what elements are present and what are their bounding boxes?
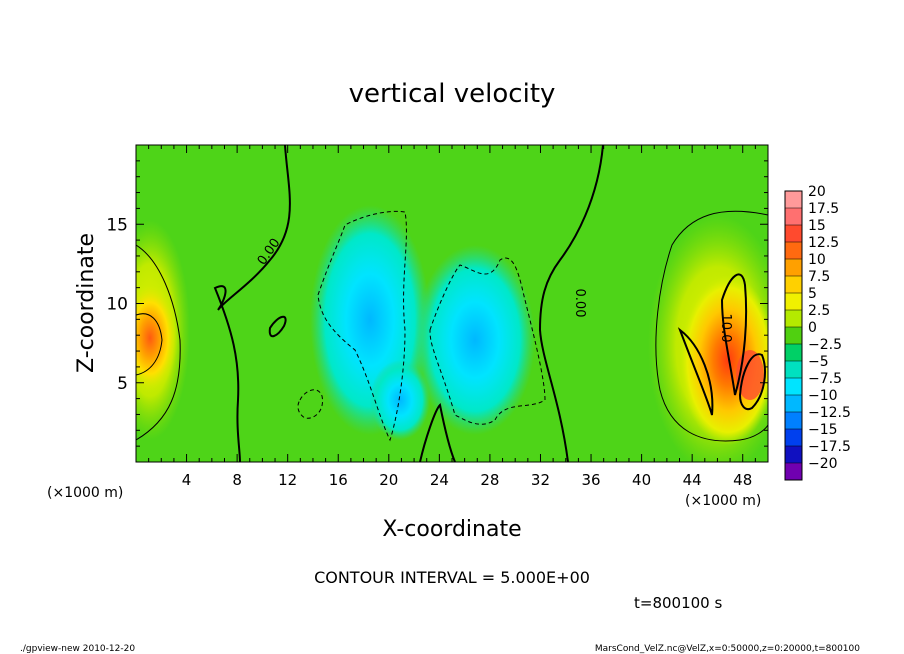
colorbar-label: −5 [808,354,829,370]
colorbar-swatch [785,327,802,344]
x-tick-label: 8 [232,471,242,489]
colorbar-swatch [785,293,802,310]
x-axis-label: X-coordinate [382,517,521,542]
colorbar-swatch [785,276,802,293]
field-cyan-center [415,245,535,435]
y-axis: 5 10 15 [106,160,768,447]
colorbar-swatch [785,395,802,412]
colorbar-swatch [785,191,802,208]
colorbar-swatch [785,378,802,395]
x-axis-unit-right: (×1000 m) [685,493,761,509]
contour-negative-small [297,389,324,419]
contour-positive-left-inner [136,313,163,376]
x-tick-label: 24 [430,471,449,489]
colorbar-label: 7.5 [808,269,830,285]
x-tick-label: 16 [329,471,348,489]
time-label: t=800100 s [634,594,722,612]
colorbar-label: 5 [808,286,817,302]
contour-ten-right-b [720,273,748,396]
colorbar-label: 12.5 [808,235,839,251]
contour-positive-right [655,210,768,442]
colorbar-swatch [785,225,802,242]
colorbar-swatch [785,446,802,463]
contour-ten-right-a [677,327,714,416]
x-tick-label: 32 [531,471,550,489]
footer-left: ./gpview-new 2010-12-20 [20,644,135,654]
contour-label: 0.00 [572,289,587,318]
colorbar-label: −12.5 [808,405,851,421]
y-tick-label: 5 [117,374,128,394]
contour-interval: CONTOUR INTERVAL = 5.000E+00 [314,568,590,587]
colorbar-swatch [785,242,802,259]
x-tick-label: 40 [632,471,651,489]
x-tick-label: 12 [278,471,297,489]
colorbar-label: −2.5 [808,337,842,353]
colorbar-swatch [785,208,802,225]
colorbar-label: −10 [808,388,838,404]
colorbar-swatch [785,259,802,276]
colorbar-label: 10 [808,252,826,268]
colorbar-swatch [785,412,802,429]
field-red-left [136,283,178,393]
plot-area [136,145,768,462]
contour-negative-center [429,257,546,425]
y-axis-label: Z-coordinate [74,233,99,373]
colorbar-label: −17.5 [808,439,851,455]
x-tick-label: 28 [480,471,499,489]
colorbar-label: −15 [808,422,838,438]
chart-title: vertical velocity [349,79,556,109]
colorbar-label: 20 [808,184,826,200]
colorbar: 2017.51512.5107.552.50−2.5−5−7.5−10−12.5… [784,184,851,481]
x-tick-label: 48 [733,471,752,489]
x-axis: 4 8 12 16 20 24 28 32 36 40 44 48 [148,145,756,489]
colorbar-swatch [785,361,802,378]
y-tick-label: 15 [106,215,128,235]
colorbar-label: 2.5 [808,303,830,319]
colorbar-swatch [785,463,802,480]
colorbar-swatch [785,310,802,327]
x-tick-label: 44 [683,471,702,489]
contour-zero-small [268,315,287,338]
contour-positive-left [136,244,181,441]
field-red-right [680,275,768,445]
contour-label: 10.0 [718,314,733,343]
colorbar-swatch [785,429,802,446]
colorbar-label: −7.5 [808,371,842,387]
contour-zero-right [538,145,604,462]
contour-negative-left [317,210,407,442]
colorbar-label: −20 [808,456,838,472]
colorbar-label: 0 [808,320,817,336]
footer-right: MarsCond_VelZ.nc@VelZ,x=0:50000,z=0:2000… [595,644,860,654]
colorbar-label: 17.5 [808,201,839,217]
field-cyan-low [370,360,430,440]
x-tick-label: 4 [182,471,192,489]
colorbar-swatch [785,344,802,361]
x-tick-label: 36 [581,471,600,489]
x-tick-label: 20 [379,471,398,489]
contour-zero-left [213,145,291,462]
contour-zero-bottom [419,402,456,462]
colorbar-label: 15 [808,218,826,234]
y-tick-label: 10 [106,295,128,315]
x-axis-unit-left: (×1000 m) [47,485,123,501]
